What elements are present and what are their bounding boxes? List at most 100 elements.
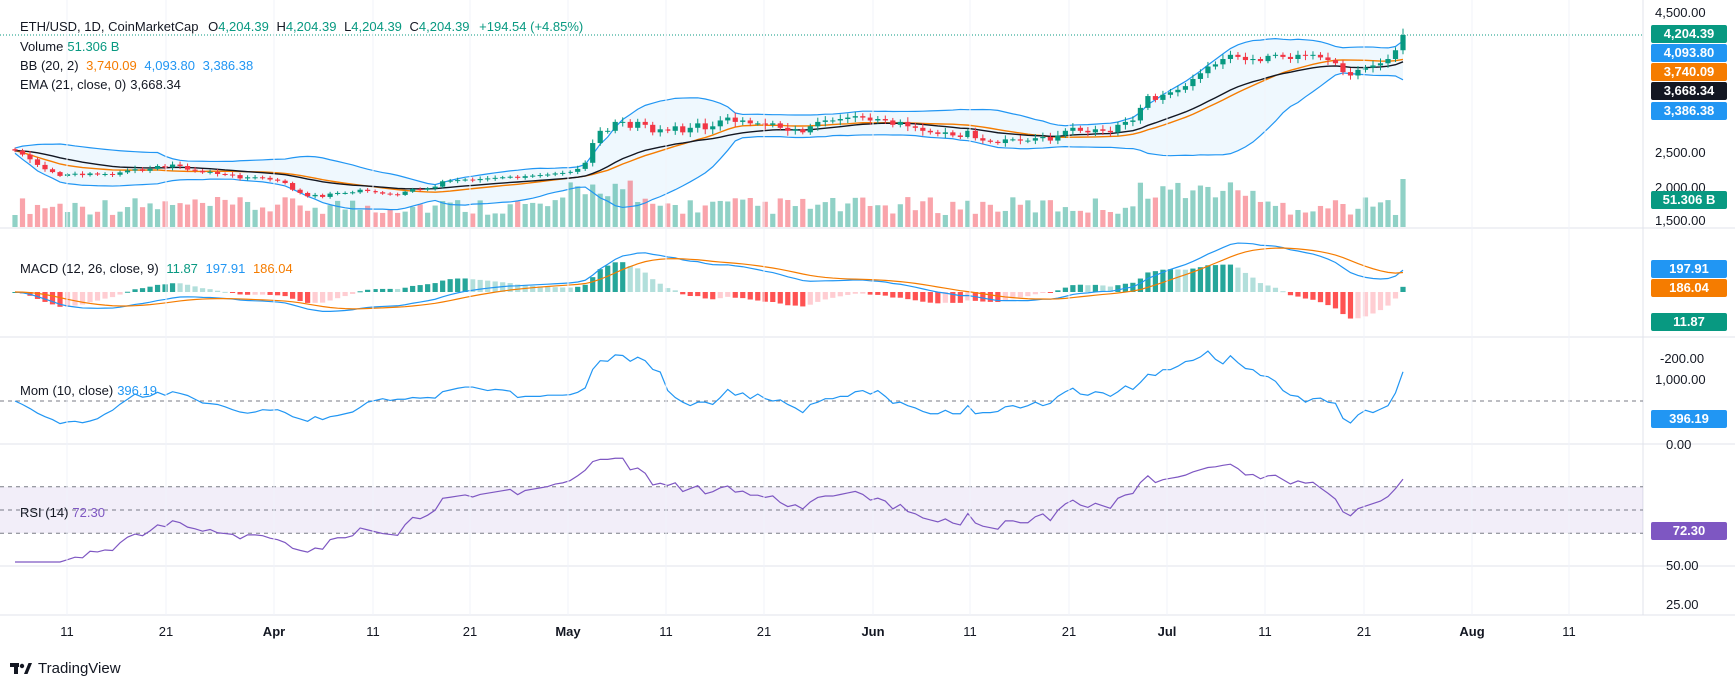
macd-histogram-bar: [935, 292, 941, 304]
tradingview-icon: [10, 662, 32, 674]
candle-body: [34, 159, 41, 165]
candle-body: [357, 189, 363, 193]
volume-bar: [920, 201, 926, 227]
volume-bar: [1002, 210, 1008, 227]
macd-histogram-bar: [627, 265, 633, 292]
candle-body: [1212, 64, 1219, 67]
volume-bar: [1100, 210, 1106, 227]
candle-body: [1227, 54, 1234, 60]
x-tick: 11: [1258, 624, 1272, 639]
macd-signal-badge: 186.04: [1651, 279, 1727, 297]
x-tick: 11: [963, 624, 977, 639]
macd-histogram-bar: [1160, 269, 1166, 292]
candle-body: [1265, 55, 1271, 62]
volume-bar: [162, 201, 168, 227]
macd-histogram-bar: [1355, 292, 1361, 319]
volume-bar: [717, 200, 723, 227]
macd-hist-badge: 11.87: [1651, 313, 1727, 331]
macd-histogram-bar: [995, 292, 1001, 303]
volume-bar: [1310, 211, 1316, 227]
ohlc-legend: ETH/USD, 1D, CoinMarketCap O4,204.39 H4,…: [20, 19, 583, 35]
macd-histogram-bar: [1070, 285, 1076, 292]
macd-histogram-bar: [680, 292, 686, 295]
bb-lower-value: 3,386.38: [202, 58, 254, 73]
volume-bar: [320, 213, 326, 227]
volume-bar: [1257, 201, 1264, 227]
volume-bar: [995, 211, 1001, 227]
candle-body: [1362, 67, 1369, 70]
candle-body: [687, 127, 693, 133]
bb-label: BB (20, 2): [20, 58, 79, 73]
volume-bar: [49, 206, 56, 227]
candle-body: [1325, 57, 1331, 61]
candle-body: [27, 154, 33, 160]
high-value: 4,204.39: [285, 19, 337, 34]
macd-histogram-bar: [492, 281, 498, 292]
macd-histogram-bar: [552, 287, 558, 292]
volume-bar: [57, 203, 63, 227]
price-tick: 2,500.00: [1655, 145, 1706, 160]
macd-histogram-bar: [124, 291, 131, 293]
volume-bar: [1070, 210, 1076, 227]
candle-body: [425, 188, 431, 190]
volume-bar: [1317, 205, 1324, 227]
volume-bar: [1340, 203, 1346, 227]
volume-bar: [972, 213, 978, 227]
macd-histogram-bar: [515, 284, 521, 292]
candle-body: [492, 177, 498, 179]
volume-bar: [942, 214, 948, 227]
x-tick: Jun: [861, 624, 885, 639]
macd-histogram-bar: [635, 268, 641, 292]
macd-histogram-bar: [1025, 292, 1031, 297]
candle-body: [912, 126, 918, 128]
candle-body: [244, 177, 251, 179]
volume-bar: [545, 206, 551, 227]
volume-bar: [867, 205, 873, 227]
volume-bar: [687, 200, 693, 227]
volume-bar: [860, 197, 866, 227]
macd-histogram-bar: [1197, 267, 1204, 292]
macd-tick: -200.00: [1660, 351, 1705, 366]
volume-bar: [507, 204, 513, 227]
volume-bar: [1242, 195, 1249, 227]
volume-bar: [642, 198, 648, 227]
macd-histogram-bar: [897, 292, 903, 298]
macd-histogram-bar: [447, 279, 453, 292]
candle-body: [837, 119, 843, 121]
rsi-legend: RSI (14) 72.30: [20, 505, 105, 521]
macd-histogram-bar: [169, 283, 176, 292]
macd-histogram-bar: [1167, 269, 1174, 292]
macd-histogram-bar: [965, 292, 971, 301]
macd-histogram-bar: [830, 292, 836, 298]
candle-body: [1085, 130, 1091, 133]
macd-histogram-bar: [860, 292, 866, 294]
volume-bar: [1130, 206, 1136, 227]
candle-body: [1205, 66, 1211, 74]
volume-bar: [327, 205, 333, 227]
candle-body: [1385, 59, 1391, 64]
volume-bar: [1077, 210, 1083, 227]
candle-body: [672, 126, 678, 131]
macd-histogram-bar: [912, 292, 918, 301]
volume-bar: [732, 198, 738, 227]
candle-body: [1250, 59, 1256, 61]
volume-bar: [462, 211, 468, 227]
rsi-badge: 72.30: [1651, 522, 1727, 540]
volume-bar: [897, 204, 903, 227]
volume-bar: [79, 206, 86, 227]
macd-histogram-bar: [590, 277, 596, 292]
macd-histogram-bar: [87, 292, 93, 303]
candle-body: [800, 129, 806, 133]
candle-body: [410, 189, 416, 192]
macd-histogram-bar: [229, 292, 236, 293]
volume-bar: [875, 205, 881, 227]
candle-body: [710, 126, 716, 130]
bb-upper-line: [14, 38, 1404, 186]
macd-histogram-bar: [282, 292, 288, 297]
macd-histogram-bar: [470, 279, 476, 292]
tradingview-logo[interactable]: TradingView: [10, 660, 121, 677]
x-tick: 21: [462, 624, 478, 639]
macd-histogram-bar: [57, 292, 63, 307]
